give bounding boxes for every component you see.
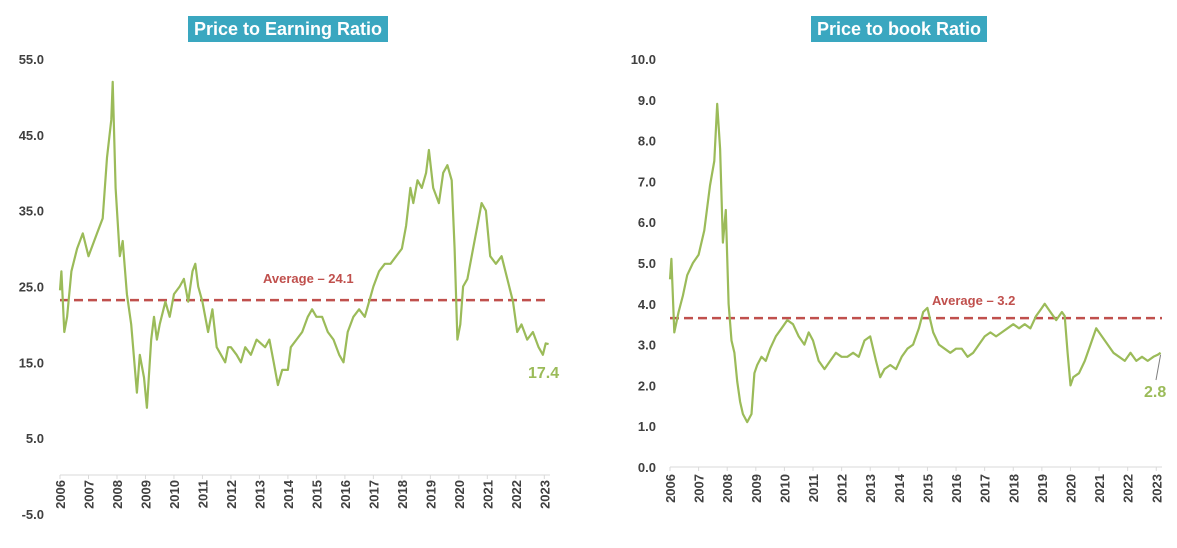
pb-y-tick-label: 4.0	[638, 297, 656, 312]
pe-x-tick-label: 2013	[252, 480, 267, 509]
pb-y-tick-label: 9.0	[638, 93, 656, 108]
pb-y-tick-label: 1.0	[638, 419, 656, 434]
pb-x-tick-label: 2008	[720, 474, 735, 503]
pb-y-tick-label: 0.0	[638, 460, 656, 475]
pe-x-tick-label: 2011	[195, 480, 210, 508]
pb-series-line	[668, 102, 1162, 424]
pb-x-tick-label: 2017	[978, 474, 993, 503]
pe-y-tick-label: 15.0	[19, 355, 44, 370]
pe-x-tick-label: 2016	[338, 480, 353, 509]
pe-series-line	[58, 80, 549, 409]
pb-x-tick-label: 2022	[1121, 474, 1136, 503]
pb-x-tick-label: 2013	[863, 474, 878, 503]
pb-y-tick-label: 2.0	[638, 378, 656, 393]
pe-x-tick-label: 2017	[366, 480, 381, 509]
pe-y-tick-label: 45.0	[19, 128, 44, 143]
pe-y-tick-label: 5.0	[26, 431, 44, 446]
pb-y-tick-label: 8.0	[638, 134, 656, 149]
pb-average-label: Average – 3.2	[932, 293, 1015, 308]
pb-y-tick-label: 7.0	[638, 174, 656, 189]
pe-x-tick-label: 2012	[224, 480, 239, 509]
pe-x-tick-label: 2009	[138, 480, 153, 509]
pb-y-tick-label: 10.0	[631, 52, 656, 67]
pb-x-tick-label: 2018	[1006, 474, 1021, 503]
pe-x-tick-label: 2008	[110, 480, 125, 509]
pe-y-tick-label: -5.0	[22, 507, 44, 522]
pe-x-tick-label: 2007	[81, 480, 96, 509]
pb-x-tick-label: 2021	[1092, 474, 1107, 503]
pb-x-tick-label: 2011	[806, 474, 821, 502]
pe-end-value-label: 17.4	[528, 365, 559, 382]
pe-average-label: Average – 24.1	[263, 271, 354, 286]
pb-x-tick-label: 2010	[777, 474, 792, 503]
pe-x-tick-label: 2021	[480, 480, 495, 509]
pb-chart-title: Price to book Ratio	[811, 16, 988, 42]
pb-x-tick-label: 2007	[692, 474, 707, 503]
pb-x-tick-label: 2009	[749, 474, 764, 503]
pe-y-tick-label: 25.0	[19, 280, 44, 295]
pe-x-tick-label: 2022	[509, 480, 524, 509]
pe-x-tick-label: 2019	[423, 480, 438, 509]
pb-x-tick-label: 2012	[835, 474, 850, 503]
pe-y-tick-label: 55.0	[19, 52, 44, 67]
pb-x-tick-label: 2019	[1035, 474, 1050, 503]
pb-x-tick-label: 2020	[1063, 474, 1078, 503]
pe-x-tick-label: 2020	[452, 480, 467, 509]
pe-x-tick-label: 2015	[309, 480, 324, 509]
pb-end-value-label: 2.8	[1144, 384, 1166, 401]
pe-y-tick-label: 35.0	[19, 204, 44, 219]
pb-x-tick-label: 2006	[663, 474, 678, 503]
pb-x-tick-label: 2015	[920, 474, 935, 503]
pb-x-tick-label: 2014	[892, 473, 907, 503]
pb-x-tick-label: 2016	[949, 474, 964, 503]
pb-y-tick-label: 3.0	[638, 338, 656, 353]
pb-end-label-leader	[1155, 354, 1162, 381]
pe-x-tick-label: 2018	[395, 480, 410, 509]
pb-x-tick-label: 2023	[1149, 474, 1164, 503]
pb-y-tick-label: 5.0	[638, 256, 656, 271]
pe-x-tick-label: 2010	[167, 480, 182, 509]
pb-y-tick-label: 6.0	[638, 215, 656, 230]
pe-x-tick-label: 2014	[281, 479, 296, 509]
pe-x-tick-label: 2023	[537, 480, 552, 509]
pe-x-tick-label: 2006	[53, 480, 68, 509]
pe-chart-title: Price to Earning Ratio	[188, 16, 389, 42]
